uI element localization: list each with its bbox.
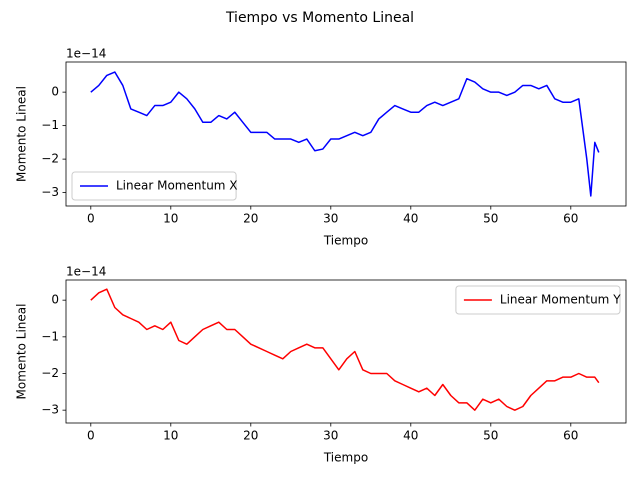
y-tick-label: −2 [41,366,59,380]
x-tick-label: 10 [163,212,178,226]
x-tick-label: 0 [87,212,95,226]
y-tick-label: −3 [41,185,59,199]
legend-box [71,171,237,201]
figure-title: Tiempo vs Momento Lineal [225,10,414,26]
x-tick-label: 50 [483,212,498,226]
x-axis-label: Tiempo [323,451,368,465]
x-tick-label: 0 [87,429,95,443]
x-tick-label: 20 [243,212,258,226]
series-line [90,71,600,197]
y-tick-label: 0 [51,85,59,99]
x-tick-label: 30 [323,429,338,443]
x-tick-label: 40 [403,429,418,443]
legend-label: Linear Momentum X [116,179,238,193]
x-tick-label: 30 [323,212,338,226]
y-axis-label: Momento Lineal [15,86,29,182]
y-tick-label: −1 [41,329,59,343]
x-tick-label: 40 [403,212,418,226]
axes-frame [65,61,627,207]
y-axis-label: Momento Lineal [15,304,29,400]
series-line [90,288,600,411]
x-axis-label: Tiempo [323,234,368,248]
legend-box [455,285,621,315]
x-tick-label: 50 [483,429,498,443]
y-offset-label: 1e−14 [66,47,106,61]
axes-frame [65,279,627,424]
y-offset-label: 1e−14 [66,265,106,279]
y-tick-label: −2 [41,152,59,166]
y-tick-label: −3 [41,403,59,417]
legend-label: Linear Momentum Y [500,293,621,307]
y-tick-label: −1 [41,118,59,132]
y-tick-label: 0 [51,293,59,307]
x-tick-label: 60 [563,212,578,226]
x-tick-label: 20 [243,429,258,443]
x-tick-label: 60 [563,429,578,443]
x-tick-label: 10 [163,429,178,443]
